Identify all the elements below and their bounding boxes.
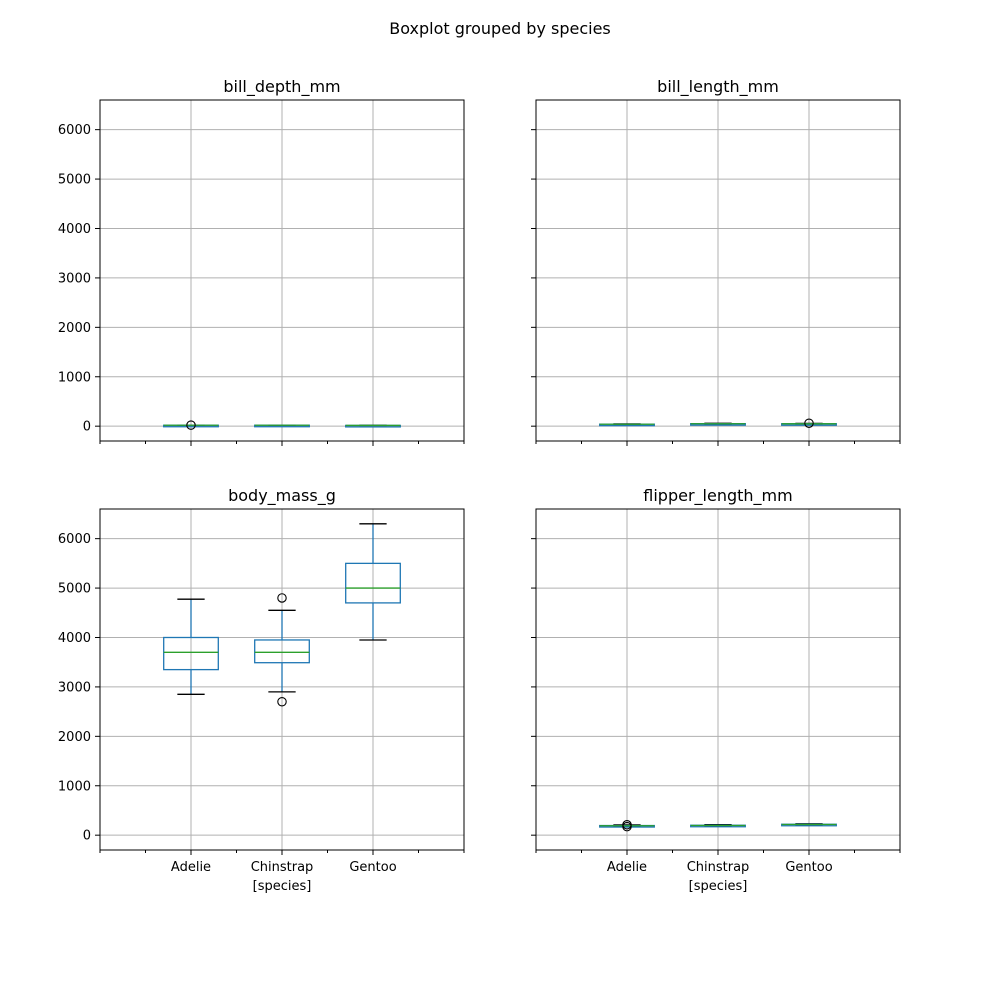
y-tick-label: 5000	[58, 173, 91, 188]
subplot-title: flipper_length_mm	[643, 486, 792, 506]
y-tick-label: 4000	[58, 222, 91, 237]
outlier-point	[186, 420, 196, 430]
subplot-body_mass_g: 0 1000 2000 3000 4000 5000 6000 Adelie Chinstrap…	[58, 486, 465, 894]
y-tick-label: 1000	[58, 370, 91, 385]
y-tick-label: 6000	[58, 123, 91, 138]
subplot-title: bill_length_mm	[657, 77, 779, 97]
subplot-grid: 0 1000 2000 3000 4000 5000 6000 bill_depth_mm bi…	[58, 77, 901, 894]
box-iqr	[254, 639, 310, 664]
box-Gentoo	[781, 418, 837, 428]
subplot-bill_length_mm: bill_length_mm	[531, 77, 901, 446]
y-tick-label: 1000	[58, 779, 91, 794]
box-Adelie	[163, 420, 219, 430]
y-tick-label: 0	[83, 420, 91, 435]
figure-title: Boxplot grouped by species	[389, 19, 611, 38]
box-Gentoo	[781, 823, 837, 827]
x-tick-label: Chinstrap	[687, 860, 750, 875]
x-tick-label: Gentoo	[349, 860, 396, 875]
subplot-title: bill_depth_mm	[223, 77, 340, 97]
x-tick-label: Adelie	[607, 860, 647, 875]
y-tick-label: 3000	[58, 271, 91, 286]
subplot-flipper_length_mm: Adelie Chinstrap Gentoo [species] flipper_le…	[531, 486, 901, 894]
outlier-point	[277, 593, 287, 603]
box-Gentoo	[345, 424, 401, 428]
box-Chinstrap	[690, 422, 746, 426]
box-Chinstrap	[254, 424, 310, 428]
outlier-point	[277, 696, 287, 707]
box-Gentoo	[345, 523, 401, 641]
x-axis-label: [species]	[253, 879, 312, 894]
y-tick-label: 6000	[58, 532, 91, 547]
box-iqr	[163, 636, 219, 671]
box-iqr	[345, 562, 401, 604]
y-tick-label: 0	[83, 829, 91, 844]
box-Chinstrap	[690, 824, 746, 828]
box-Adelie	[599, 820, 655, 832]
y-tick-label: 2000	[58, 321, 91, 336]
subplot-title: body_mass_g	[228, 486, 336, 506]
box-Adelie	[163, 598, 219, 695]
box-Chinstrap	[254, 593, 310, 707]
x-tick-label: Adelie	[171, 860, 211, 875]
x-axis-label: [species]	[689, 879, 748, 894]
y-tick-label: 5000	[58, 582, 91, 597]
y-tick-label: 4000	[58, 631, 91, 646]
x-tick-label: Gentoo	[785, 860, 832, 875]
y-tick-label: 3000	[58, 680, 91, 695]
x-tick-label: Chinstrap	[251, 860, 314, 875]
y-tick-label: 2000	[58, 730, 91, 745]
box-Adelie	[599, 423, 655, 427]
subplot-bill_depth_mm: 0 1000 2000 3000 4000 5000 6000 bill_depth_mm	[58, 77, 465, 446]
outlier-point	[804, 418, 814, 428]
outlier-point	[622, 821, 632, 832]
